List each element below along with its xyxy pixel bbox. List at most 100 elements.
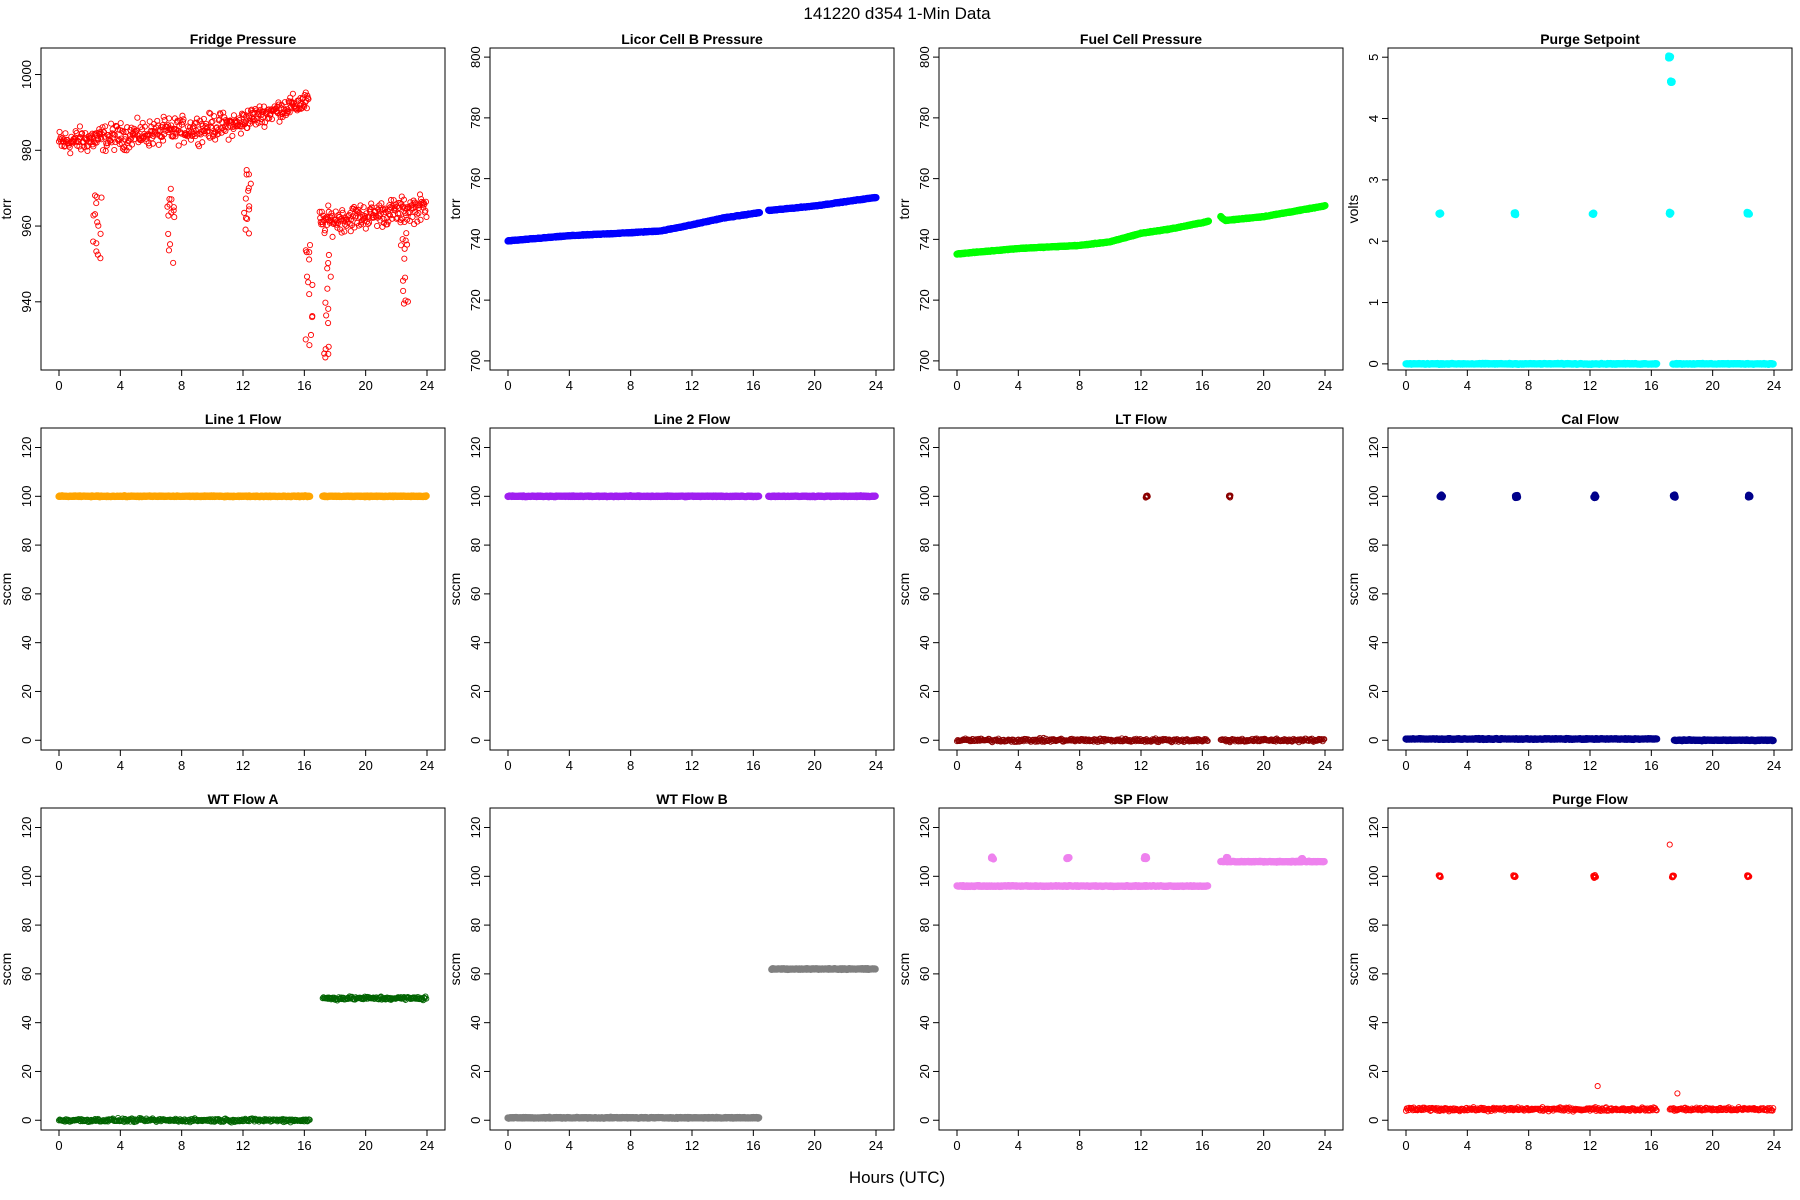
data-point (297, 95, 304, 102)
x-tick-label: 12 (236, 1138, 250, 1153)
data-point (245, 171, 252, 178)
data-point (339, 209, 346, 216)
data-point (89, 130, 96, 137)
data-point (90, 212, 97, 219)
x-tick-label: 0 (55, 1138, 62, 1153)
data-point (242, 195, 249, 202)
data-point (169, 126, 176, 133)
page-title: 141220 d354 1-Min Data (803, 4, 991, 23)
x-tick-label: 8 (178, 1138, 185, 1153)
data-point (246, 120, 254, 127)
data-point (155, 141, 162, 148)
x-tick-label: 16 (297, 1138, 311, 1153)
data-point (108, 120, 115, 127)
data-point (384, 221, 391, 228)
data-point (149, 140, 156, 147)
data-point (121, 147, 128, 154)
data-point (79, 130, 86, 137)
y-tick-label: 0 (917, 737, 932, 744)
y-tick-label: 0 (468, 737, 483, 744)
data-points (55, 993, 430, 1126)
y-axis-label: torr (896, 198, 912, 219)
x-tick-label: 0 (55, 758, 62, 773)
y-tick-label: 4 (1366, 115, 1381, 122)
y-tick-label: 40 (1366, 635, 1381, 649)
data-point (200, 115, 207, 123)
data-point (414, 218, 421, 225)
data-point (261, 119, 269, 126)
data-point (339, 207, 346, 214)
x-tick-label: 24 (420, 378, 434, 393)
data-point (75, 135, 82, 142)
y-tick-label: 20 (19, 1064, 34, 1078)
y-axis-label: sccm (0, 573, 14, 606)
data-point (246, 203, 253, 210)
data-point (1204, 217, 1213, 225)
data-point (166, 195, 173, 203)
data-point (325, 350, 332, 358)
y-axis-label: sccm (447, 573, 463, 606)
data-point (356, 210, 363, 217)
data-point (119, 145, 126, 152)
data-point (179, 112, 186, 119)
data-point (307, 331, 315, 339)
data-point (325, 305, 332, 312)
data-point (348, 216, 355, 223)
y-tick-label: 40 (19, 635, 34, 649)
x-tick-label: 12 (1583, 378, 1597, 393)
data-point (97, 230, 104, 237)
x-tick-label: 24 (1767, 378, 1781, 393)
data-point (164, 203, 171, 210)
data-point (82, 130, 89, 137)
panel-title: Fuel Cell Pressure (1080, 31, 1202, 47)
x-tick-label: 4 (117, 758, 124, 773)
panel-title: WT Flow A (207, 791, 278, 807)
x-tick-label: 24 (420, 758, 434, 773)
x-tick-label: 4 (566, 758, 573, 773)
plot-frame (938, 47, 1344, 371)
x-tick-label: 20 (807, 758, 821, 773)
y-tick-label: 700 (468, 350, 483, 372)
data-point (160, 113, 167, 120)
data-point (345, 216, 352, 223)
data-points (504, 193, 880, 245)
data-point (325, 202, 332, 209)
x-tick-label: 4 (1015, 378, 1022, 393)
data-point (95, 222, 102, 229)
x-tick-label: 12 (685, 758, 699, 773)
x-tick-label: 24 (420, 1138, 434, 1153)
data-point (205, 133, 212, 140)
x-tick-label: 0 (1402, 378, 1409, 393)
data-point (260, 103, 267, 110)
data-point (266, 114, 273, 122)
y-tick-label: 60 (917, 587, 932, 601)
y-tick-label: 20 (19, 684, 34, 698)
y-tick-label: 1 (1366, 299, 1381, 306)
data-point (325, 251, 332, 259)
data-point (187, 136, 195, 143)
data-point (167, 185, 174, 192)
data-point (422, 198, 429, 205)
data-point (1513, 492, 1521, 500)
data-point (400, 287, 407, 294)
data-point (397, 199, 404, 206)
data-point (364, 220, 372, 228)
data-point (1743, 209, 1752, 217)
y-tick-label: 760 (917, 168, 932, 190)
plot-frame (489, 427, 895, 751)
y-tick-label: 3 (1366, 176, 1381, 183)
y-tick-label: 120 (917, 437, 932, 459)
data-point (333, 221, 340, 228)
x-tick-label: 16 (746, 378, 760, 393)
x-tick-label: 16 (297, 758, 311, 773)
x-tick-label: 20 (1256, 758, 1270, 773)
data-point (94, 219, 101, 226)
y-tick-label: 800 (917, 46, 932, 68)
x-tick-label: 20 (807, 378, 821, 393)
data-point (134, 114, 141, 121)
y-tick-label: 20 (917, 684, 932, 698)
y-tick-label: 780 (917, 107, 932, 129)
